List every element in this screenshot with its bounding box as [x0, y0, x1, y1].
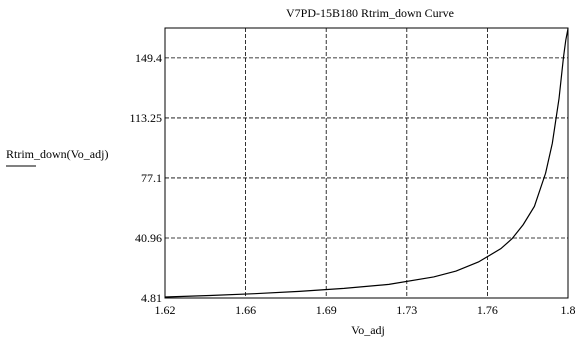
y-tick-label: 149.4 — [135, 51, 162, 65]
grid — [165, 28, 568, 298]
x-tick-label: 1.66 — [235, 303, 256, 317]
series-line — [164, 28, 569, 298]
x-tick-label: 1.76 — [477, 303, 498, 317]
chart-title: V7PD-15B180 Rtrim_down Curve — [286, 6, 454, 20]
x-tick-label: 1.62 — [155, 303, 176, 317]
y-tick-label: 40.96 — [135, 231, 162, 245]
plot-area-frame — [164, 27, 569, 299]
x-tick-label: 1.8 — [561, 303, 576, 317]
x-axis-label: Vo_adj — [351, 323, 385, 337]
x-tick-label: 1.73 — [396, 303, 417, 317]
y-tick-label: 4.81 — [141, 291, 162, 305]
x-tick-label: 1.69 — [316, 303, 337, 317]
y-tick-label: 113.25 — [129, 111, 162, 125]
axis-ticks: 1.62 1.66 1.69 1.73 1.76 1.8 4.81 40.96 77.1 113.… — [129, 51, 575, 317]
y-axis-label: Rtrim_down(Vo_adj) — [6, 147, 108, 161]
y-tick-label: 77.1 — [141, 171, 162, 185]
